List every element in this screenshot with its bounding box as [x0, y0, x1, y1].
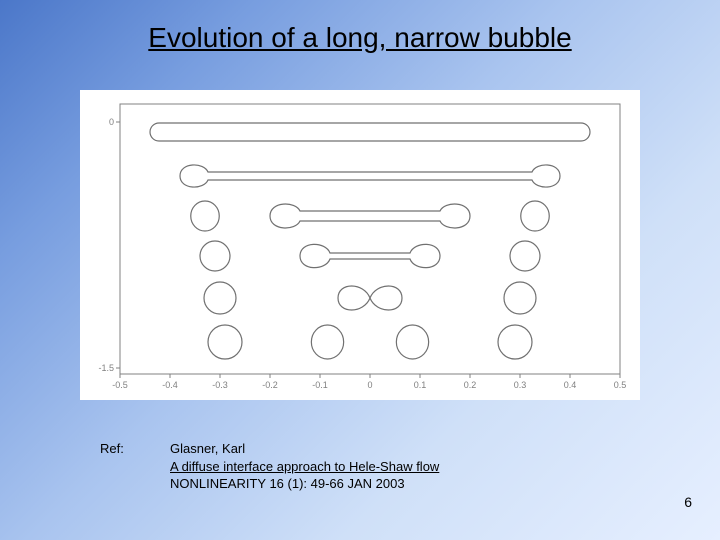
y-axis-labels: 0 -1.5 [98, 117, 120, 373]
svg-text:0.1: 0.1 [414, 380, 427, 390]
reference-author: Glasner, Karl [170, 441, 245, 456]
svg-text:0.5: 0.5 [614, 380, 627, 390]
x-axis-ticks: -0.5 -0.4 -0.3 -0.2 -0.1 0 0.1 0.2 0.3 0.4 0.5 [112, 374, 626, 390]
svg-text:-1.5: -1.5 [98, 363, 114, 373]
svg-text:-0.4: -0.4 [162, 380, 178, 390]
svg-text:-0.1: -0.1 [312, 380, 328, 390]
svg-text:0: 0 [367, 380, 372, 390]
reference-text: Glasner, Karl A diffuse interface approa… [170, 440, 439, 493]
reference-journal: NONLINEARITY 16 (1): 49-66 JAN 2003 [170, 476, 405, 491]
reference-title-link[interactable]: A diffuse interface approach to Hele-Sha… [170, 459, 439, 474]
svg-text:-0.3: -0.3 [212, 380, 228, 390]
svg-text:-0.5: -0.5 [112, 380, 128, 390]
reference-label: Ref: [100, 440, 124, 458]
svg-text:0.4: 0.4 [564, 380, 577, 390]
bubble-shapes [150, 123, 590, 359]
svg-text:0.2: 0.2 [464, 380, 477, 390]
svg-text:-0.2: -0.2 [262, 380, 278, 390]
page-number: 6 [684, 494, 692, 510]
slide: Evolution of a long, narrow bubble -0.5-… [0, 0, 720, 540]
svg-text:0.3: 0.3 [514, 380, 527, 390]
axis-box [120, 104, 620, 374]
slide-title: Evolution of a long, narrow bubble [0, 22, 720, 54]
svg-text:0: 0 [109, 117, 114, 127]
figure-svg: -0.5 -0.4 -0.3 -0.2 -0.1 0 0.1 0.2 0.3 0.4 0.5 0 -1… [80, 90, 640, 400]
bubble-evolution-figure: -0.5 -0.4 -0.3 -0.2 -0.1 0 0.1 0.2 0.3 0.4 0.5 0 -1… [80, 90, 640, 400]
